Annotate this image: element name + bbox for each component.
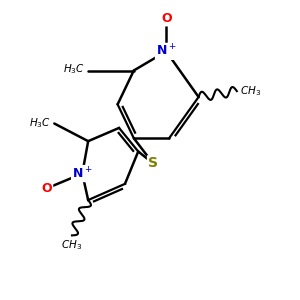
- Text: $CH_3$: $CH_3$: [61, 238, 82, 252]
- Text: $H_3C$: $H_3C$: [63, 62, 85, 76]
- Text: $CH_3$: $CH_3$: [240, 84, 261, 98]
- Text: $\mathbf{N}^+$: $\mathbf{N}^+$: [72, 166, 93, 181]
- Text: O: O: [161, 13, 172, 26]
- Text: $\mathbf{N}^+$: $\mathbf{N}^+$: [156, 44, 176, 59]
- Text: $H_3C$: $H_3C$: [29, 117, 51, 130]
- Text: S: S: [148, 156, 158, 170]
- Text: O: O: [42, 182, 52, 195]
